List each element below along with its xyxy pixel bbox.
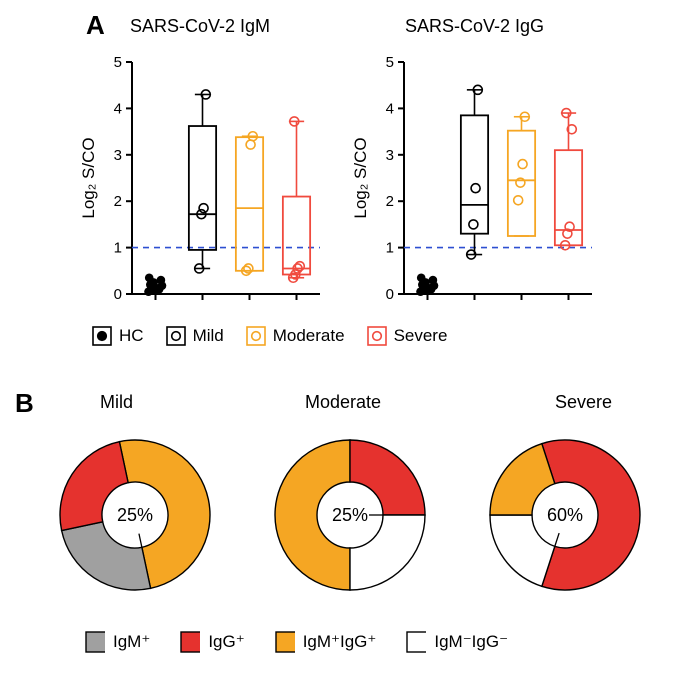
chart-title-igg: SARS-CoV-2 IgG — [405, 16, 544, 37]
legend-item: IgM⁺IgG⁺ — [275, 632, 377, 652]
legend-item: Severe — [367, 326, 448, 346]
svg-text:0: 0 — [386, 286, 394, 303]
legend-item: HC — [92, 326, 144, 346]
svg-text:Log₂ S/CO: Log₂ S/CO — [352, 137, 370, 218]
legend-panel-a: HC Mild Moderate Severe — [92, 326, 447, 346]
svg-text:2: 2 — [114, 193, 122, 210]
svg-text:4: 4 — [114, 100, 122, 117]
legend-item: IgM⁻IgG⁻ — [406, 632, 508, 652]
svg-text:4: 4 — [386, 100, 394, 117]
donut-title-severe: Severe — [555, 392, 612, 413]
svg-text:1: 1 — [114, 240, 122, 257]
svg-text:5: 5 — [114, 54, 122, 71]
legend-panel-b: IgM⁺IgG⁺IgM⁺IgG⁺IgM⁻IgG⁻ — [85, 632, 508, 652]
boxplot-igm: 0 1 2 3 4 5 Log₂ S/CO — [80, 52, 330, 312]
chart-title-igm: SARS-CoV-2 IgM — [130, 16, 270, 37]
svg-text:2: 2 — [386, 193, 394, 210]
svg-text:3: 3 — [386, 147, 394, 164]
donut-title-mild: Mild — [100, 392, 133, 413]
svg-text:Log₂ S/CO: Log₂ S/CO — [80, 137, 98, 218]
legend-item: IgG⁺ — [180, 632, 244, 652]
donut-title-moderate: Moderate — [305, 392, 381, 413]
svg-text:0: 0 — [114, 286, 122, 303]
svg-text:5: 5 — [386, 54, 394, 71]
panel-a-label: A — [86, 10, 105, 41]
donut-mild — [40, 420, 230, 610]
svg-text:1: 1 — [386, 240, 394, 257]
panel-b-label: B — [15, 388, 34, 419]
legend-item: Mild — [166, 326, 224, 346]
legend-item: Moderate — [246, 326, 345, 346]
donut-moderate — [255, 420, 445, 610]
legend-item: IgM⁺ — [85, 632, 150, 652]
svg-text:3: 3 — [114, 147, 122, 164]
boxplot-igg: 0 1 2 3 4 5 Log₂ S/CO — [352, 52, 602, 312]
donut-severe — [470, 420, 660, 610]
